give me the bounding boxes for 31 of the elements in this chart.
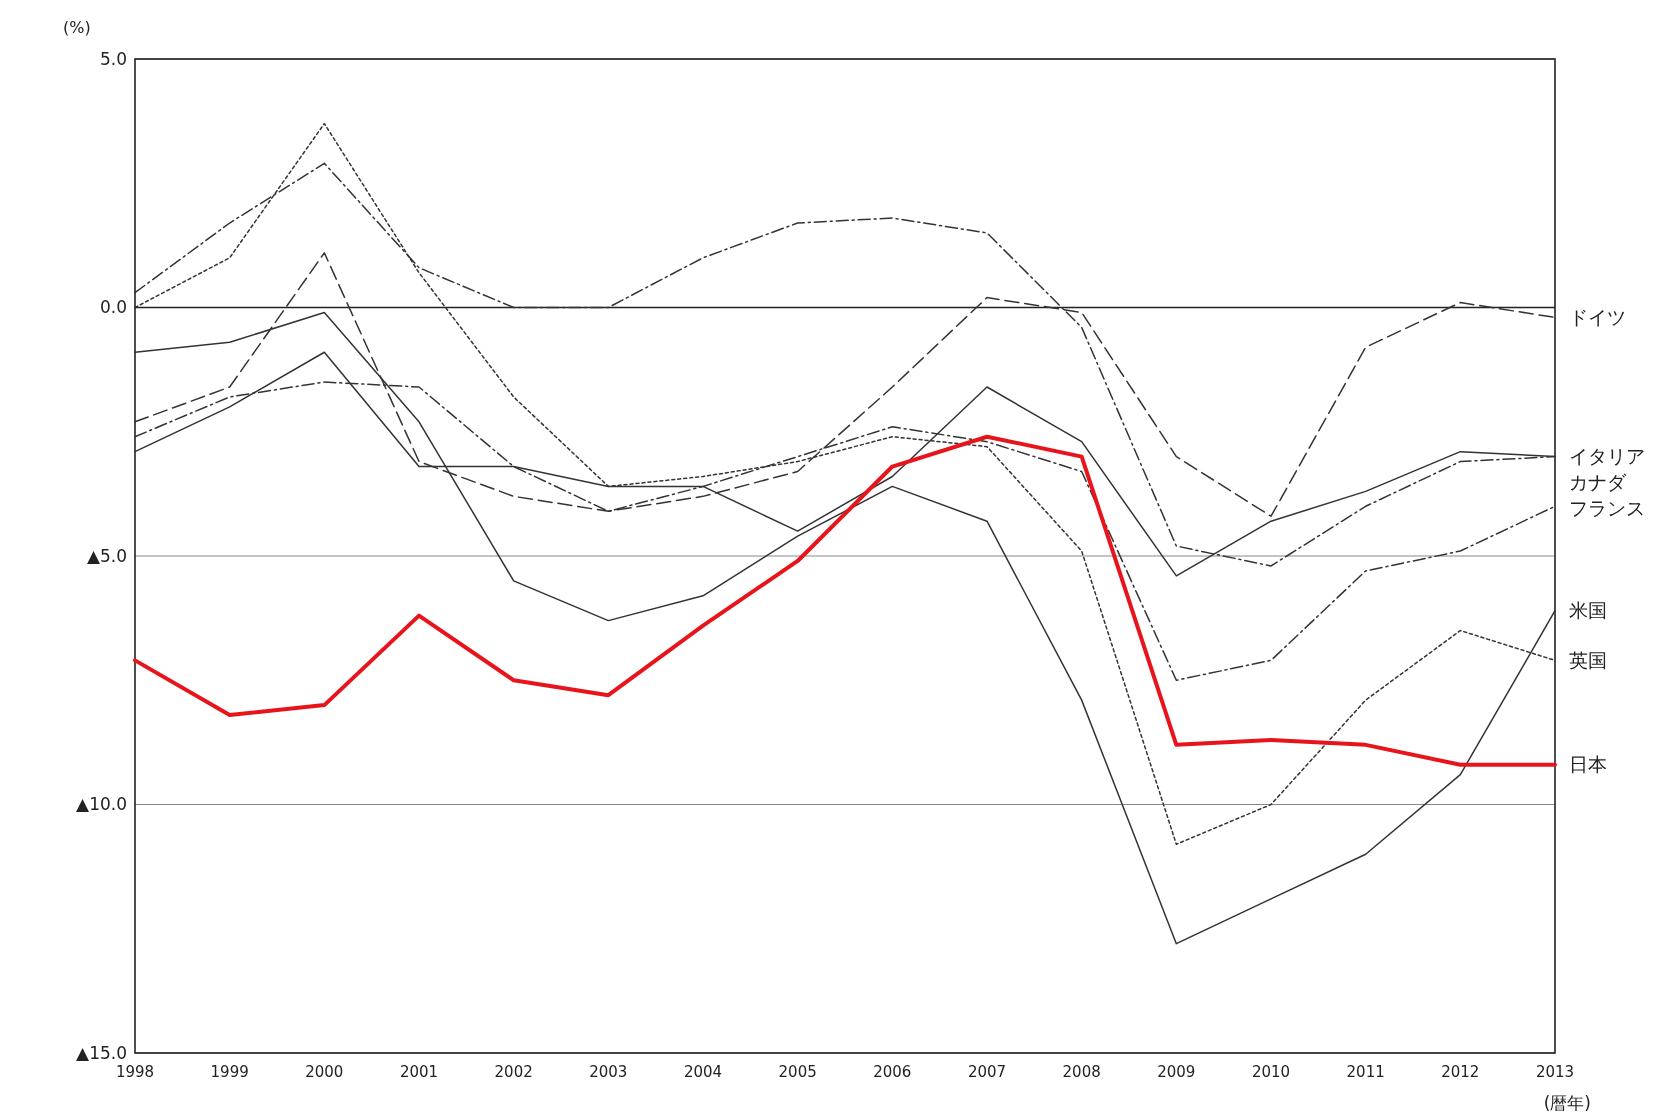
x-tick-label: 2012 (1441, 1063, 1480, 1081)
x-tick-label: 2006 (873, 1063, 912, 1081)
series-label: イタリア (1569, 445, 1645, 468)
y-axis-title: (%) (63, 18, 91, 37)
x-tick-label: 2007 (967, 1063, 1007, 1081)
x-tick-label: 2005 (778, 1063, 817, 1081)
y-tick-label: ▲5.0 (86, 545, 127, 566)
x-tick-label: 1999 (210, 1063, 249, 1081)
x-tick-label: 2010 (1251, 1063, 1291, 1081)
y-tick-label: 5.0 (99, 48, 127, 69)
line-series (133, 434, 1557, 767)
x-axis-title: (暦年) (1543, 1093, 1591, 1113)
series-label: フランス (1569, 497, 1645, 520)
series-label: カナダ (1569, 471, 1627, 494)
x-tick-label: 2013 (1535, 1063, 1575, 1081)
x-tick-label: 2011 (1346, 1063, 1385, 1081)
x-tick-label: 2004 (683, 1063, 723, 1081)
y-tick-label: ▲15.0 (76, 1042, 127, 1063)
y-tick-label: ▲10.0 (76, 794, 127, 815)
series-label: 英国 (1569, 649, 1607, 672)
y-tick-label: 0.0 (99, 297, 127, 318)
x-tick-label: 2001 (399, 1063, 439, 1081)
x-tick-label: 2008 (1062, 1063, 1101, 1081)
x-tick-label: 2000 (305, 1063, 344, 1081)
x-tick-label: 2009 (1157, 1063, 1196, 1081)
series-label: ドイツ (1569, 306, 1626, 329)
x-tick-label: 2002 (494, 1063, 533, 1081)
x-tick-label: 1998 (115, 1063, 155, 1081)
series-label: 日本 (1569, 753, 1607, 776)
series-label: 米国 (1569, 599, 1607, 622)
x-tick-label: 2003 (589, 1063, 628, 1081)
